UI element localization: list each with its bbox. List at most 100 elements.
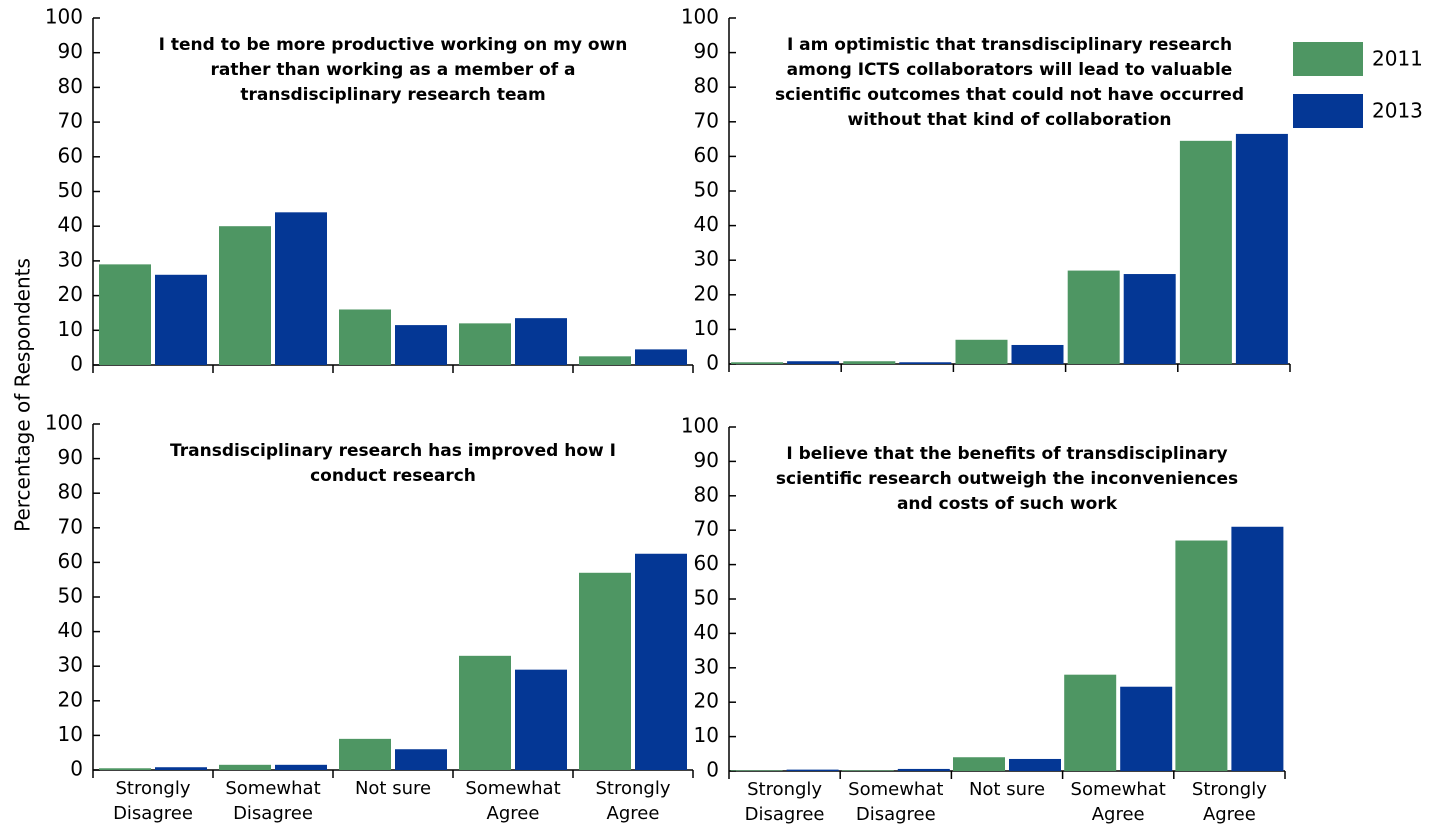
y-tick-label: 100 [681, 5, 719, 29]
bar [953, 757, 1005, 771]
bar [1067, 270, 1120, 364]
legend-label: 2013 [1372, 99, 1423, 123]
y-tick-label: 30 [694, 654, 719, 678]
y-tick-label: 0 [70, 352, 83, 376]
bar [275, 212, 327, 365]
x-tick-label: Strongly Agree [595, 778, 671, 824]
x-tick-label: Somewhat Agree [1070, 779, 1166, 825]
bar [339, 738, 391, 770]
y-tick-label: 90 [694, 39, 719, 63]
bar [1011, 344, 1064, 364]
y-tick-label: 10 [58, 317, 83, 341]
y-axis-label: Percentage of Respondents [11, 258, 35, 532]
y-tick-label: 0 [70, 757, 83, 781]
chart-title: Transdisciplinary research has improved … [170, 441, 616, 486]
y-tick-label: 70 [58, 514, 83, 538]
y-tick-label: 80 [694, 74, 719, 98]
x-tick-label: Strongly Agree [1191, 779, 1267, 825]
x-tick-label: Strongly Disagree [744, 779, 825, 825]
y-tick-label: 40 [58, 618, 83, 642]
x-tick-label: Not sure [354, 778, 432, 799]
bar [897, 768, 950, 771]
bar [155, 767, 207, 770]
y-tick-label: 50 [694, 178, 719, 202]
y-tick-label: 20 [694, 689, 719, 713]
y-tick-label: 100 [45, 5, 83, 29]
bar [395, 325, 447, 365]
bar [219, 764, 271, 770]
y-tick-label: 40 [58, 213, 83, 237]
bar [1175, 540, 1228, 771]
bar [635, 553, 687, 770]
y-tick-label: 50 [58, 178, 83, 202]
bar [99, 768, 151, 770]
y-tick-label: 30 [694, 247, 719, 271]
y-tick-label: 60 [694, 143, 719, 167]
y-tick-label: 0 [706, 351, 719, 375]
y-tick-label: 70 [58, 109, 83, 133]
y-tick-label: 40 [694, 212, 719, 236]
chart-title: I tend to be more productive working on … [158, 35, 628, 105]
bar [1179, 140, 1232, 364]
y-tick-label: 40 [694, 620, 719, 644]
bar [155, 274, 207, 365]
y-tick-label: 30 [58, 653, 83, 677]
y-tick-label: 10 [694, 316, 719, 340]
bar [786, 769, 839, 771]
x-tick-label: Somewhat Agree [465, 778, 561, 824]
bar [1064, 674, 1117, 771]
bar [635, 349, 687, 365]
y-tick-label: 90 [58, 445, 83, 469]
bar [459, 323, 511, 365]
bar [731, 362, 784, 364]
y-tick-label: 100 [681, 414, 719, 438]
bar [395, 749, 447, 770]
y-tick-label: 100 [45, 411, 83, 435]
y-tick-label: 10 [58, 722, 83, 746]
bar [1235, 133, 1288, 364]
bar [219, 226, 271, 365]
y-tick-label: 90 [58, 39, 83, 63]
bar [1009, 758, 1061, 771]
bar [730, 770, 783, 771]
chart-title: I am optimistic that transdisciplinary r… [774, 35, 1244, 130]
bar [515, 669, 567, 770]
bar [899, 362, 952, 364]
y-tick-label: 60 [58, 143, 83, 167]
chart-title: I believe that the benefits of transdisc… [775, 444, 1239, 514]
y-tick-label: 70 [694, 517, 719, 541]
bar [579, 356, 631, 365]
bar [841, 770, 894, 771]
bar [275, 764, 327, 770]
bar [1231, 526, 1284, 771]
y-tick-label: 80 [58, 74, 83, 98]
bar [843, 361, 896, 364]
y-tick-label: 70 [694, 108, 719, 132]
legend-swatch [1293, 94, 1363, 128]
y-tick-label: 60 [694, 551, 719, 575]
y-tick-label: 50 [694, 586, 719, 610]
y-tick-label: 60 [58, 549, 83, 573]
bar [1123, 274, 1176, 364]
legend-label: 2011 [1372, 47, 1423, 71]
y-tick-label: 80 [694, 482, 719, 506]
bar [99, 264, 151, 365]
bar [1120, 686, 1173, 771]
y-tick-label: 80 [58, 480, 83, 504]
bar [787, 361, 840, 364]
y-tick-label: 0 [706, 758, 719, 782]
y-tick-label: 20 [58, 687, 83, 711]
bar [339, 309, 391, 365]
legend-swatch [1293, 42, 1363, 76]
y-tick-label: 20 [58, 282, 83, 306]
x-tick-label: Somewhat Disagree [225, 778, 321, 824]
bar [955, 339, 1008, 364]
x-tick-label: Not sure [968, 779, 1046, 800]
y-tick-label: 20 [694, 281, 719, 305]
x-tick-label: Somewhat Disagree [848, 779, 944, 825]
y-tick-label: 90 [694, 448, 719, 472]
y-tick-label: 50 [58, 584, 83, 608]
bar [579, 572, 631, 770]
